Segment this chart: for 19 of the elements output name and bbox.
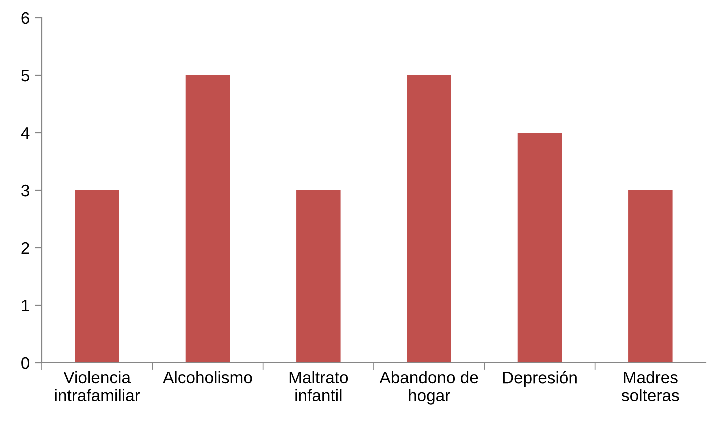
x-tick-label: Alcoholismo [163,371,252,384]
x-tick-label: Violencia intrafamiliar [55,371,140,402]
bar [186,76,230,363]
y-tick-label: 1 [22,300,30,312]
bar [296,190,341,363]
y-tick-label: 0 [22,357,30,370]
bar [75,190,120,363]
x-tick-label: Abandono de hogar [380,371,478,405]
x-tick-label: Depresión [503,371,577,388]
x-tick-label: Madres solteras [622,371,680,402]
bar [407,76,452,363]
y-tick-label: 2 [22,242,30,254]
y-tick-label: 3 [22,184,30,197]
x-tick-label: Maltrato infantil [290,371,348,402]
y-tick-label: 6 [22,12,30,24]
bar [628,190,673,363]
bar [518,133,562,363]
y-tick-label: 5 [22,70,30,82]
y-tick-label: 4 [21,128,30,140]
